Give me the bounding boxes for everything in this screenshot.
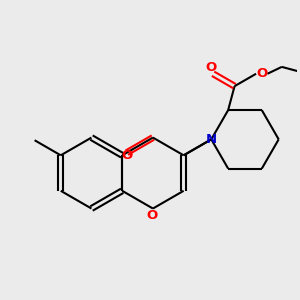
Text: O: O — [147, 209, 158, 222]
Text: O: O — [206, 61, 217, 74]
Text: O: O — [256, 67, 268, 80]
Text: O: O — [121, 149, 132, 162]
Text: N: N — [206, 133, 217, 146]
